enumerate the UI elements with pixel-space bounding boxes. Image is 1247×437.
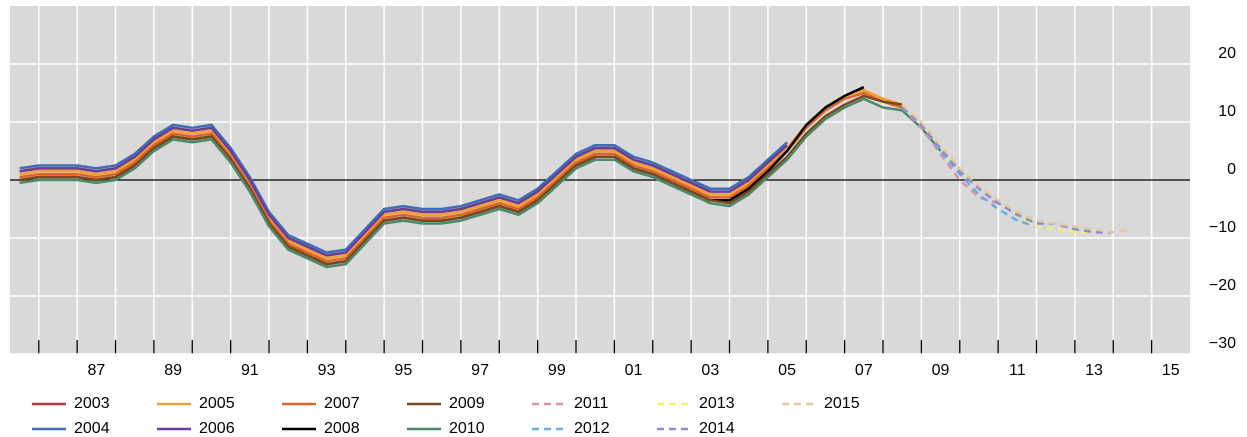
legend-label: 2010 [449,420,485,437]
x-tick-label: 03 [701,362,719,379]
series-line [901,103,1133,234]
series-line [901,106,1114,234]
x-tick-label: 87 [87,362,105,379]
series-line [19,91,903,263]
x-tick-label: 99 [548,362,566,379]
legend-label: 2008 [324,420,360,437]
y-tick-label: −10 [1209,219,1236,236]
legend-label: 2014 [699,420,735,437]
x-tick-label: 01 [625,362,643,379]
series-line [19,123,788,254]
series-line [19,126,788,257]
y-tick-label: −30 [1209,335,1236,352]
series-line [19,97,942,269]
x-tick-label: 97 [471,362,489,379]
legend-label: 2009 [449,395,485,412]
x-tick-label: 13 [1085,362,1103,379]
x-tick-label: 09 [932,362,950,379]
y-tick-label: 0 [1227,161,1236,178]
y-tick-label: 20 [1218,45,1236,62]
legend-label: 2003 [74,395,110,412]
legend-label: 2006 [199,420,235,437]
x-tick-label: 15 [1162,362,1180,379]
legend-label: 2013 [699,395,735,412]
legend-label: 2004 [74,420,110,437]
x-tick-label: 95 [394,362,412,379]
legend-label: 2005 [199,395,235,412]
x-tick-label: 11 [1009,362,1026,379]
legend-label: 2015 [824,395,860,412]
x-tick-label: 93 [318,362,336,379]
y-tick-label: 10 [1218,103,1236,120]
x-tick-label: 07 [855,362,873,379]
series-line [19,94,903,266]
legend-label: 2012 [574,420,610,437]
x-tick-label: 05 [778,362,796,379]
legend-label: 2007 [324,395,360,412]
legend-label: 2011 [574,395,609,412]
series-line [19,88,903,260]
y-tick-label: −20 [1209,277,1236,294]
x-tick-label: 91 [241,362,259,379]
x-tick-label: 89 [164,362,182,379]
